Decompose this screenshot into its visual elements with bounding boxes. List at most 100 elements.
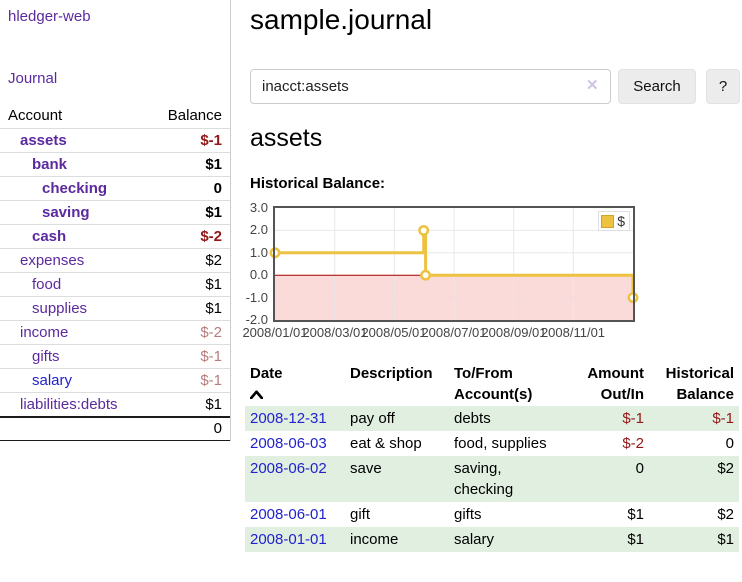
transaction-amount: 0 (635, 460, 644, 477)
transaction-description: income (350, 531, 399, 548)
account-balance: $-1 (147, 368, 230, 393)
brand-link[interactable]: hledger-web (8, 8, 91, 25)
account-link-saving[interactable]: saving (42, 204, 90, 221)
search-input[interactable] (250, 69, 611, 104)
account-row-cash: cash $-2 (0, 224, 230, 249)
sidebar-item-journal[interactable]: Journal (8, 70, 58, 87)
transaction-date-link[interactable]: 2008-06-02 (250, 460, 327, 477)
y-tick: 1.0 (249, 245, 268, 260)
x-tick: 2008/05/01 (361, 325, 427, 340)
transaction-accounts: saving, checking (454, 460, 514, 498)
clear-search-icon[interactable]: ✕ (586, 77, 599, 94)
transaction-accounts: gifts (454, 506, 482, 523)
transaction-description: gift (350, 506, 371, 523)
y-tick: -1.0 (245, 290, 268, 305)
account-link-income[interactable]: income (20, 324, 69, 341)
account-balance: $-1 (147, 344, 230, 369)
account-heading: assets (250, 124, 323, 152)
x-tick: 2008/01/01 (242, 325, 308, 340)
register-header-amount: Amount Out/In (587, 365, 644, 403)
register-header-description: Description (350, 365, 433, 382)
transaction-date-link[interactable]: 2008-01-01 (250, 531, 327, 548)
transaction-accounts: salary (454, 531, 495, 548)
transaction-accounts: debts (454, 410, 491, 427)
help-button[interactable]: ? (706, 69, 740, 104)
accounts-header-row: Account Balance (0, 104, 230, 129)
register-row: 2008-12-31 pay off debts $-1 $-1 (245, 406, 739, 431)
x-tick: 2008/09/01 (481, 325, 547, 340)
accounts-header-account: Account (8, 107, 63, 124)
legend-swatch-icon (601, 214, 615, 228)
page-title: sample.journal (250, 4, 433, 35)
account-row-expenses: expenses $2 (0, 248, 230, 273)
transaction-amount: $1 (627, 531, 644, 548)
account-balance: $1 (147, 272, 230, 297)
account-link-bank[interactable]: bank (32, 156, 68, 173)
register-table: Date Description To/From Account(s) Amou… (245, 362, 739, 552)
account-link-liabilities-debts[interactable]: liabilities:debts (20, 395, 118, 413)
account-balance: 0 (147, 176, 230, 201)
balance-chart: $ (269, 208, 639, 320)
x-tick: 2008/11/01 (540, 325, 606, 340)
account-row-assets: assets $-1 (0, 128, 230, 153)
transaction-amount: $1 (627, 506, 644, 523)
sidebar-divider (230, 0, 231, 441)
account-row-food: food $1 (0, 272, 230, 297)
account-balance: $1 (147, 296, 230, 321)
register-header-row: Date Description To/From Account(s) Amou… (245, 362, 739, 406)
register-header-balance: Historical Balance (665, 365, 734, 403)
accounts-total-row: 0 (0, 415, 230, 441)
transaction-balance: $1 (717, 531, 734, 548)
account-link-checking[interactable]: checking (42, 180, 108, 197)
accounts-table: Account Balance assets $-1 bank $1 check… (0, 104, 230, 441)
account-link-cash[interactable]: cash (32, 228, 67, 245)
transaction-date-link[interactable]: 2008-06-03 (250, 435, 327, 452)
account-balance: $1 (147, 200, 230, 225)
register-row: 2008-06-03 eat & shop food, supplies $-2… (245, 431, 739, 456)
transaction-balance: $-1 (712, 410, 734, 427)
transaction-date-link[interactable]: 2008-12-31 (250, 410, 327, 427)
sort-ascending-icon (249, 390, 264, 400)
account-row-supplies: supplies $1 (0, 296, 230, 321)
account-row-gifts: gifts $-1 (0, 344, 230, 369)
transaction-description: eat & shop (350, 435, 422, 452)
accounts-total-value: 0 (147, 415, 230, 441)
account-row-bank: bank $1 (0, 152, 230, 177)
register-header-date[interactable]: Date (245, 362, 345, 406)
account-balance: $2 (147, 248, 230, 273)
account-link-food[interactable]: food (32, 276, 62, 293)
register-row: 2008-06-01 gift gifts $1 $2 (245, 502, 739, 527)
register-row: 2008-01-01 income salary $1 $1 (245, 527, 739, 552)
balance-series-markers (269, 224, 639, 304)
register-row: 2008-06-02 save saving, checking 0 $2 (245, 456, 739, 502)
account-balance: $1 (147, 392, 230, 417)
transaction-balance: $2 (717, 460, 734, 477)
account-row-saving: saving $1 (0, 200, 230, 225)
account-row-liabilities-debts: liabilities:debts $1 (0, 392, 230, 417)
transaction-date-link[interactable]: 2008-06-01 (250, 506, 327, 523)
y-tick: 2.0 (249, 222, 268, 237)
account-balance: $-2 (147, 224, 230, 249)
chart-gridlines (275, 208, 633, 320)
transaction-description: save (350, 460, 382, 477)
date-header-label: Date (250, 365, 283, 382)
account-balance: $-2 (147, 320, 230, 345)
search-button[interactable]: Search (618, 69, 696, 104)
transaction-amount: $-1 (622, 410, 644, 427)
register-header-account: To/From Account(s) (454, 365, 533, 403)
account-link-gifts[interactable]: gifts (32, 348, 60, 365)
chart-legend: $ (598, 211, 630, 231)
transaction-accounts: food, supplies (454, 435, 547, 452)
x-tick: 2008/07/01 (421, 325, 487, 340)
balance-chart-canvas (269, 208, 639, 320)
y-tick: -2.0 (245, 312, 268, 327)
account-link-supplies[interactable]: supplies (32, 300, 88, 317)
accounts-header-balance: Balance (167, 107, 222, 124)
account-link-expenses[interactable]: expenses (20, 252, 85, 269)
legend-label: $ (617, 213, 625, 229)
transaction-balance: $2 (717, 506, 734, 523)
transaction-description: pay off (350, 410, 395, 427)
account-link-salary[interactable]: salary (32, 372, 73, 389)
account-link-assets[interactable]: assets (20, 132, 67, 149)
